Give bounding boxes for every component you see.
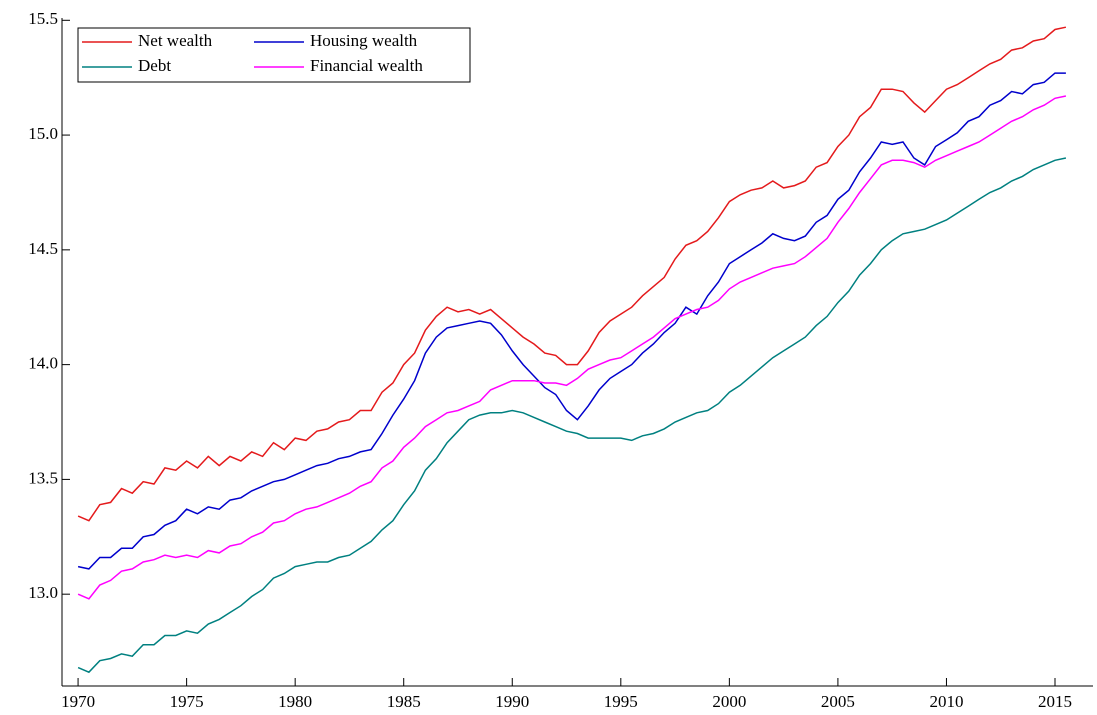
- x-tick-label: 1970: [61, 692, 95, 711]
- legend-label: Debt: [138, 56, 171, 75]
- y-tick-label: 13.0: [28, 583, 58, 602]
- x-tick-label: 2010: [929, 692, 963, 711]
- y-tick-label: 14.0: [28, 354, 58, 373]
- y-tick-label: 13.5: [28, 468, 58, 487]
- series-line: [77, 95, 1067, 600]
- series-line: [77, 157, 1067, 674]
- legend-box: [77, 27, 471, 83]
- x-tick-label: 1975: [170, 692, 204, 711]
- x-tick-label: 1995: [604, 692, 638, 711]
- y-tick-label: 14.5: [28, 239, 58, 258]
- legend-label: Net wealth: [138, 31, 213, 50]
- y-tick-label: 15.0: [28, 124, 58, 143]
- series-line: [77, 72, 1066, 570]
- x-tick-label: 2015: [1038, 692, 1072, 711]
- legend-label: Financial wealth: [310, 56, 423, 75]
- x-tick-label: 2000: [712, 692, 746, 711]
- x-tick-label: 1980: [278, 692, 312, 711]
- y-tick-label: 15.5: [28, 9, 58, 28]
- x-tick-label: 1985: [387, 692, 421, 711]
- x-tick-label: 2005: [821, 692, 855, 711]
- series-line: [77, 26, 1067, 522]
- legend-label: Housing wealth: [310, 31, 418, 50]
- x-tick-label: 1990: [495, 692, 529, 711]
